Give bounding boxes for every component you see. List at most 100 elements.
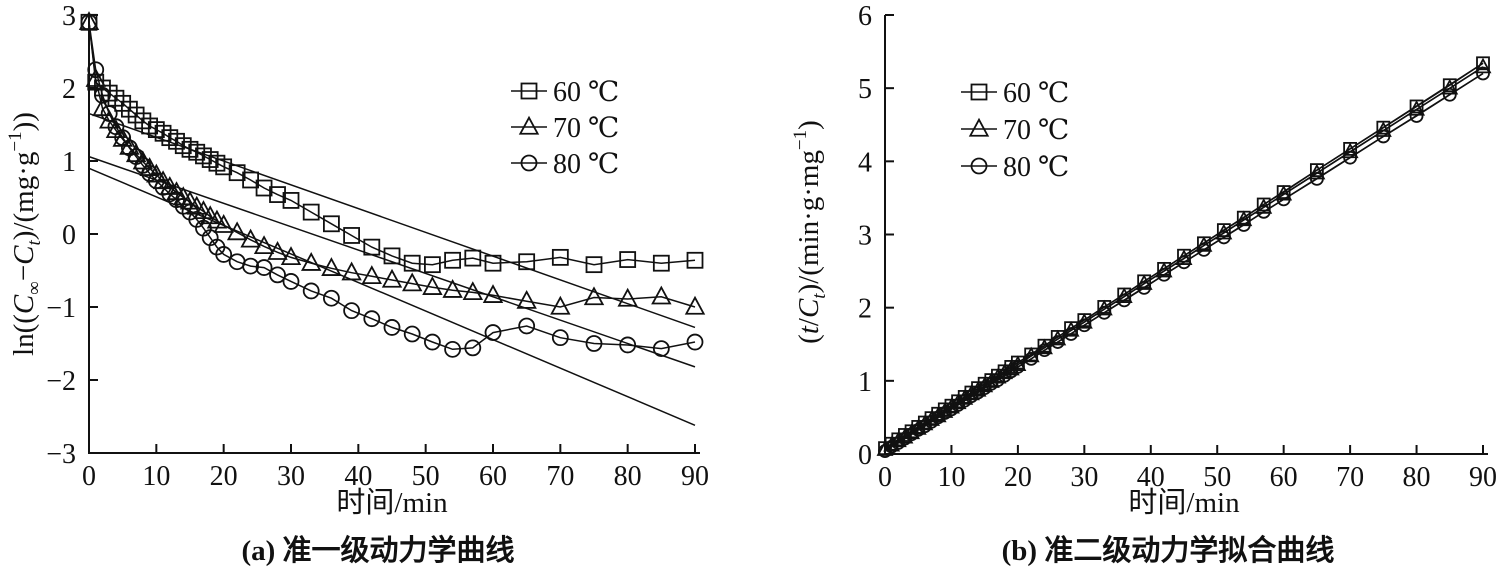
triangle-marker (422, 276, 443, 295)
square-legend-marker-icon (520, 82, 538, 100)
circle-marker (1309, 171, 1324, 186)
square-marker (423, 256, 441, 274)
x-tick-label: 50 (1203, 462, 1231, 493)
circle-marker (1177, 255, 1191, 270)
x-tick-label: 30 (1070, 462, 1098, 493)
x-axis-title-b: 时间/min (1128, 486, 1240, 519)
series-80℃ (878, 66, 1490, 458)
y-tick-label: −1 (46, 293, 76, 324)
square-marker (343, 227, 361, 244)
x-tick-label: 0 (878, 462, 892, 493)
legend-label: 80 ℃ (553, 149, 619, 180)
triangle-marker (482, 284, 504, 303)
triangle-marker (226, 221, 248, 241)
legend-a: 60 ℃ 70 ℃ 80 ℃ (511, 77, 619, 180)
series-line (884, 72, 1484, 452)
x-tick-label: 0 (82, 461, 96, 492)
circle-marker (652, 340, 670, 358)
fit-line-60℃ (88, 112, 696, 329)
circle-marker (1010, 360, 1025, 374)
circle-marker (1077, 318, 1092, 333)
x-tick-label: 10 (142, 461, 170, 492)
triangle-marker (253, 235, 275, 255)
x-tick-label: 70 (546, 461, 574, 492)
y-tick-label: 0 (62, 220, 76, 251)
circle-marker (1037, 343, 1052, 358)
square-marker (403, 254, 421, 272)
x-tick-label: 80 (614, 461, 642, 492)
circle-marker (100, 105, 118, 122)
series-80℃ (80, 13, 704, 358)
x-tick-label: 50 (412, 461, 440, 492)
circle-legend-marker-icon (970, 157, 988, 175)
square-marker (282, 192, 300, 209)
circle-marker (343, 302, 361, 320)
legend-item-80℃: 80 ℃ (511, 149, 619, 180)
circle-marker (686, 333, 704, 351)
triangle-marker (1408, 100, 1426, 116)
y-tick-label: 1 (62, 147, 76, 178)
circle-marker (984, 376, 999, 391)
circle-marker (518, 317, 536, 335)
triangle-marker (462, 281, 484, 301)
circle-marker (423, 333, 441, 351)
circle-legend-marker-icon (520, 154, 538, 172)
series-line (88, 22, 696, 351)
y-tick-label: 2 (858, 294, 872, 325)
y-tick-label: 0 (858, 440, 872, 471)
triangle-marker (381, 268, 403, 288)
circle-marker (1024, 351, 1039, 366)
x-tick-label: 60 (479, 461, 507, 492)
series-60℃ (80, 13, 704, 274)
x-tick-label: 40 (1137, 462, 1165, 493)
triangle-marker (516, 289, 537, 309)
triangle-marker (442, 279, 463, 298)
triangle-marker (1474, 57, 1492, 74)
square-marker (269, 186, 286, 203)
square-marker (363, 238, 381, 256)
circle-marker (444, 340, 462, 358)
x-tick-label: 20 (1004, 462, 1032, 493)
triangle-marker (240, 228, 261, 248)
x-tick-label: 20 (210, 461, 238, 492)
circle-marker (484, 324, 502, 341)
circle-marker (585, 335, 603, 352)
triangle-marker (85, 68, 106, 87)
circle-marker (80, 13, 98, 31)
legend-label: 60 ℃ (1003, 78, 1069, 109)
square-marker (1476, 56, 1490, 71)
legend-label: 60 ℃ (553, 77, 619, 108)
circle-marker (255, 259, 273, 276)
y-tick-label: 1 (858, 367, 872, 398)
square-marker (255, 179, 273, 197)
circle-marker (94, 86, 111, 104)
circle-marker (937, 406, 952, 420)
y-axis-title-b: (t/Ct)/(min·g·mg−1) (790, 120, 830, 344)
x-tick-label: 30 (277, 461, 305, 492)
y-tick-label: 3 (858, 221, 872, 252)
circle-marker (403, 325, 421, 343)
triangle-marker (267, 241, 288, 260)
triangle-marker (684, 295, 706, 315)
square-marker (383, 247, 401, 265)
circle-marker (964, 389, 979, 404)
square-marker (484, 254, 502, 272)
circle-marker (1476, 66, 1490, 81)
caption-a: (a) 准一级动力学曲线 (241, 533, 514, 567)
circle-marker (282, 273, 300, 290)
legend-item-80℃: 80 ℃ (961, 152, 1069, 183)
triangle-marker (361, 265, 383, 284)
circle-marker (884, 439, 899, 454)
circle-marker (1064, 327, 1078, 341)
square-legend-marker-icon (970, 83, 988, 101)
circle-marker (322, 289, 340, 307)
circle-marker (1376, 129, 1391, 144)
square-marker (464, 249, 482, 267)
circle-marker (87, 61, 105, 79)
circle-marker (619, 336, 637, 354)
circle-marker (215, 246, 233, 263)
circle-marker (1117, 293, 1132, 308)
